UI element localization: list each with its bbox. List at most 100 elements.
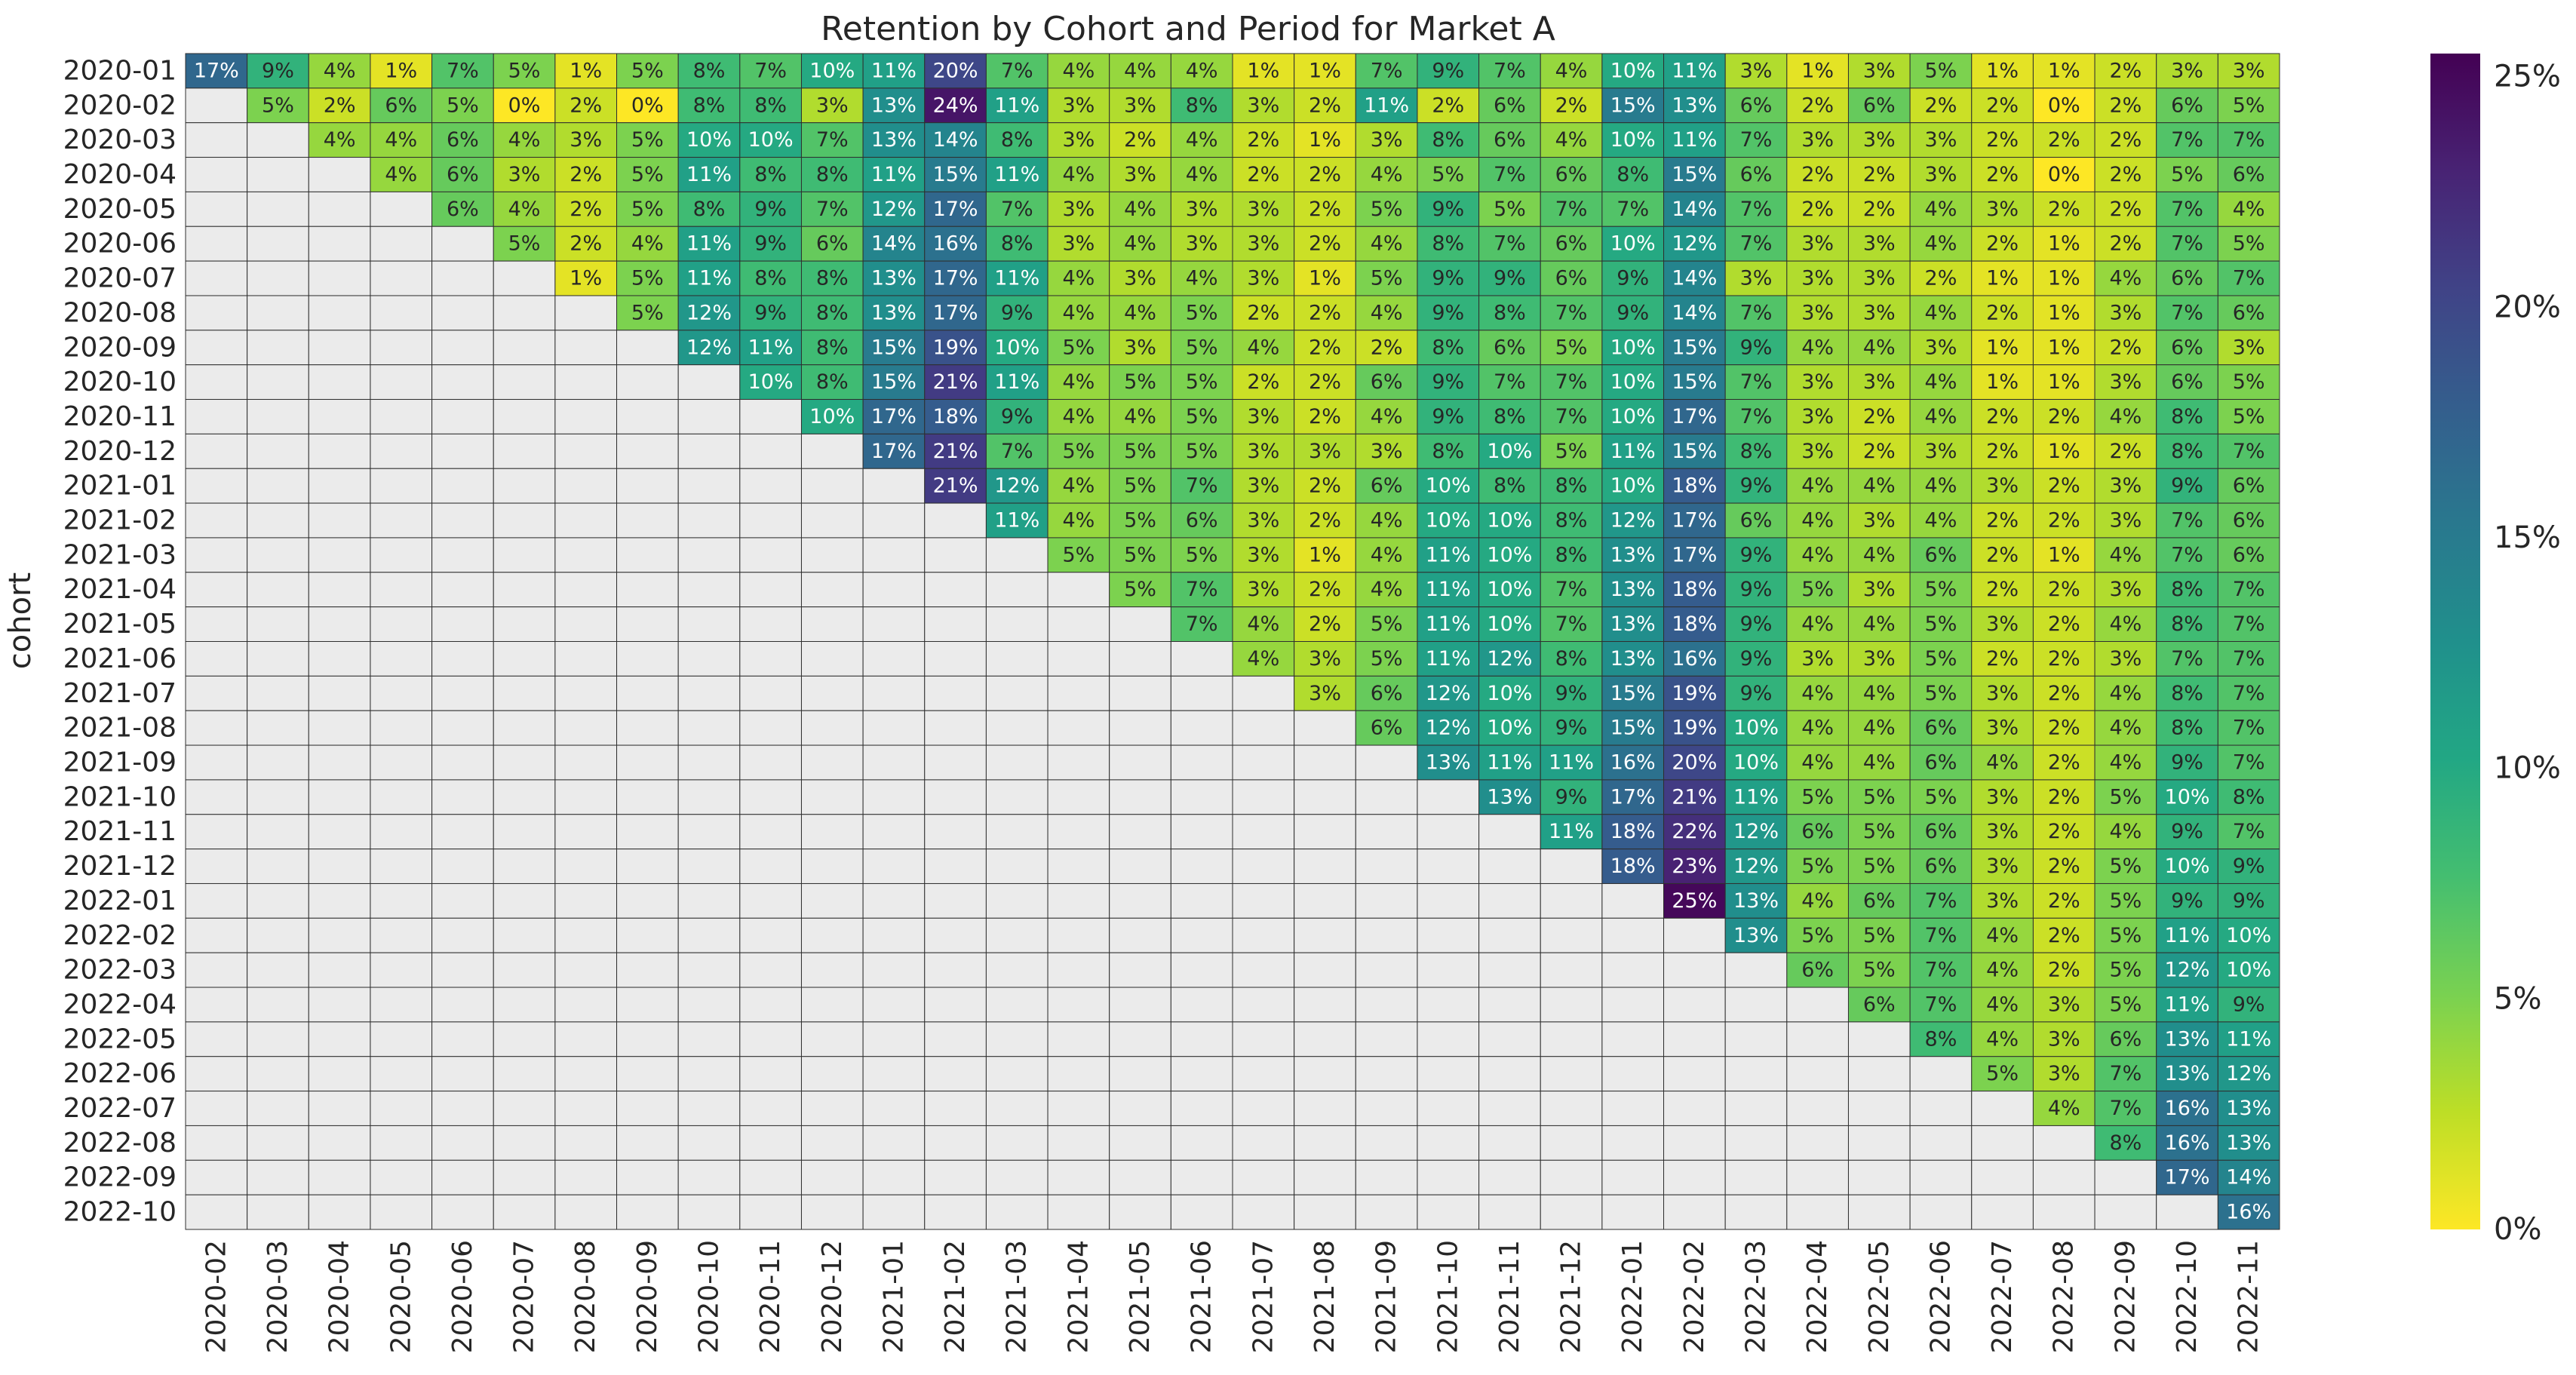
empty-cell	[1047, 952, 1110, 988]
cell-value-label: 2%	[2048, 924, 2080, 947]
empty-cell	[1047, 1091, 1110, 1126]
heatmap-cell	[2032, 157, 2095, 192]
empty-cell	[616, 502, 679, 539]
heatmap-cell	[985, 122, 1049, 158]
empty-cell	[431, 537, 494, 573]
cell-value-label: 19%	[933, 336, 978, 359]
empty-cell	[1355, 779, 1418, 815]
heatmap-cell	[2156, 433, 2218, 469]
cell-value-label: 6%	[1740, 94, 1773, 117]
empty-cell	[1355, 1021, 1418, 1057]
empty-cell	[1047, 849, 1110, 884]
heatmap-cell	[862, 87, 926, 124]
cell-value-label: 17%	[1672, 405, 1717, 428]
empty-cell	[739, 1091, 802, 1126]
empty-cell	[739, 433, 802, 469]
cell-value-label: 9%	[1740, 578, 1773, 601]
cell-value-label: 1%	[1309, 543, 1341, 566]
empty-cell	[739, 917, 802, 953]
cell-value-label: 2%	[2109, 163, 2142, 186]
x-tick-label: 2022-11	[2234, 1240, 2264, 1353]
heatmap-cell	[2032, 882, 2095, 919]
heatmap-cell	[2217, 364, 2280, 401]
cell-value-label: 7%	[2109, 1062, 2142, 1085]
empty-cell	[1232, 1021, 1295, 1057]
empty-cell	[370, 1159, 433, 1195]
empty-cell	[370, 710, 433, 746]
cell-value-label: 3%	[1186, 232, 1218, 256]
empty-cell	[616, 364, 679, 401]
cell-value-label: 12%	[2226, 1062, 2271, 1085]
empty-cell	[1724, 987, 1788, 1023]
cell-value-label: 3%	[1801, 440, 1834, 463]
y-tick-label: 2022-04	[63, 989, 177, 1020]
cell-value-label: 4%	[1863, 612, 1896, 636]
empty-cell	[370, 191, 433, 227]
cell-value-label: 2%	[1986, 128, 2019, 152]
empty-cell	[554, 814, 618, 850]
empty-cell	[924, 1056, 987, 1092]
cell-value-label: 7%	[1617, 198, 1649, 221]
cell-value-label: 9%	[754, 198, 787, 221]
heatmap-cell	[1909, 53, 1973, 89]
cell-value-label: 5%	[1062, 440, 1095, 463]
cell-value-label: 4%	[324, 59, 356, 82]
empty-cell	[1601, 987, 1665, 1023]
cell-value-label: 5%	[1186, 336, 1218, 359]
cell-value-label: 2%	[1309, 509, 1341, 533]
cell-value-label: 4%	[1925, 198, 1957, 221]
heatmap-cell	[2217, 952, 2280, 988]
cell-value-label: 2%	[2109, 198, 2142, 221]
y-tick-label: 2020-08	[63, 297, 177, 328]
cell-value-label: 5%	[1062, 543, 1095, 566]
empty-cell	[862, 814, 926, 850]
empty-cell	[370, 572, 433, 608]
cell-value-label: 7%	[2233, 820, 2265, 843]
cell-value-label: 18%	[1672, 612, 1717, 636]
cell-value-label: 3%	[1371, 128, 1403, 152]
cell-value-label: 9%	[1617, 267, 1649, 290]
heatmap-cell	[431, 122, 494, 158]
cell-value-label: 7%	[2171, 128, 2203, 152]
x-tick-label: 2021-01	[878, 1240, 909, 1353]
heatmap-cell	[1355, 226, 1418, 262]
empty-cell	[554, 1091, 618, 1126]
empty-cell	[247, 537, 309, 573]
cell-value-label: 15%	[1672, 440, 1717, 463]
empty-cell	[1232, 952, 1295, 988]
empty-cell	[677, 917, 741, 953]
cell-value-label: 12%	[871, 198, 916, 221]
empty-cell	[862, 468, 926, 504]
heatmap-cell	[1355, 502, 1418, 539]
cell-value-label: 3%	[1062, 198, 1095, 221]
cell-value-label: 16%	[2165, 1097, 2210, 1120]
empty-cell	[924, 710, 987, 746]
cell-value-label: 1%	[2048, 301, 2080, 324]
heatmap-cell	[800, 330, 864, 366]
cell-value-label: 11%	[1672, 59, 1717, 82]
y-tick-label: 2022-06	[63, 1058, 177, 1089]
empty-cell	[2032, 1125, 2095, 1161]
cell-value-label: 10%	[1733, 750, 1779, 774]
cell-value-label: 2%	[1986, 94, 2019, 117]
cell-value-label: 7%	[1740, 405, 1773, 428]
heatmap-cell	[1540, 260, 1603, 296]
heatmap-cell	[1601, 468, 1665, 504]
heatmap-cell	[1971, 917, 2034, 953]
empty-cell	[1109, 1125, 1171, 1161]
empty-cell	[616, 1194, 679, 1230]
heatmap-cell	[1971, 1056, 2034, 1092]
cell-value-label: 2%	[2048, 959, 2080, 982]
cell-value-label: 4%	[1801, 474, 1834, 498]
heatmap-cell	[2217, 122, 2280, 158]
cell-value-label: 2%	[1309, 301, 1341, 324]
empty-cell	[1478, 952, 1541, 988]
empty-cell	[985, 1056, 1049, 1092]
cell-value-label: 5%	[631, 59, 664, 82]
cell-value-label: 15%	[1672, 336, 1717, 359]
cell-value-label: 11%	[1487, 750, 1532, 774]
heatmap-cell	[1663, 330, 1726, 366]
empty-cell	[370, 295, 433, 331]
cell-value-label: 10%	[1610, 405, 1656, 428]
cell-value-label: 5%	[1801, 924, 1834, 947]
